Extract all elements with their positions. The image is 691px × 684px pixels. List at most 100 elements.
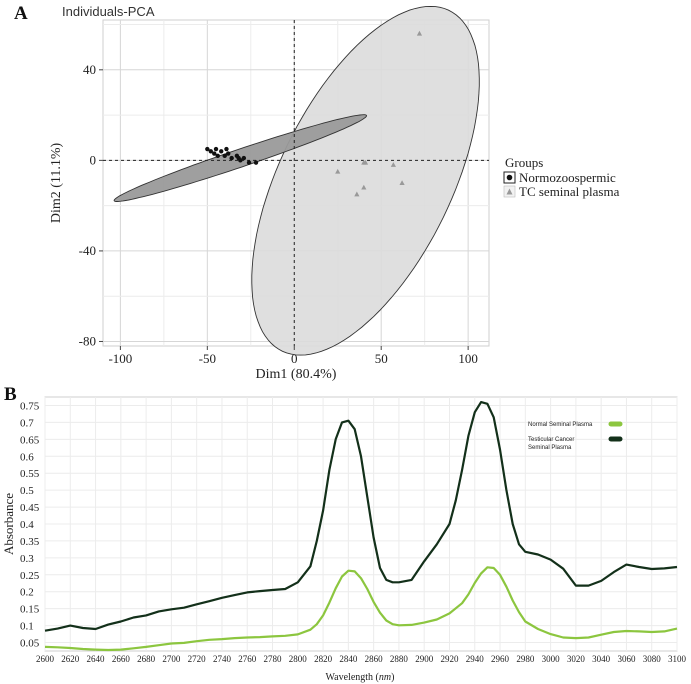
- spectra-x-axis-label: Wavelength (nm): [326, 672, 395, 683]
- spectra-x-tick-label: 2900: [415, 654, 434, 664]
- pca-x-axis-label: Dim1 (80.4%): [256, 367, 337, 382]
- pca-reference-lines: [103, 20, 489, 346]
- point-tc-seminal-plasma: [416, 30, 423, 36]
- spectra-y-tick-label: 0.55: [20, 468, 40, 480]
- spectra-tick-labels: 2600 2620 2640 2660 2680 2700 2720 2740 2760 2780…: [20, 400, 687, 664]
- point-normozoospermic: [238, 158, 243, 163]
- spectrum-normal-seminal-plasma: [44, 566, 678, 652]
- spectra-y-tick-label: 0.45: [20, 502, 40, 514]
- pca-legend-title: Groups: [505, 155, 543, 170]
- spectra-y-axis-label: Absorbance: [1, 493, 16, 555]
- spectra-x-tick-label: 2960: [491, 654, 510, 664]
- spectra-x-tick-label: 2660: [112, 654, 131, 664]
- point-tc-seminal-plasma: [390, 162, 396, 167]
- spectra-x-tick-label: 2740: [213, 654, 232, 664]
- spectra-x-tick-label: 3040: [592, 654, 611, 664]
- pca-x-tick-label: -100: [108, 351, 132, 366]
- legend-tc-label: TC seminal plasma: [519, 184, 620, 199]
- pca-y-tick-label: 0: [90, 152, 97, 167]
- spectra-y-tick-label: 0.05: [20, 638, 40, 650]
- spectra-x-tick-label: 2840: [339, 654, 358, 664]
- pca-x-tick-label: 50: [375, 351, 388, 366]
- spectra-x-tick-label: 2780: [264, 654, 283, 664]
- spectra-x-axis-title: Wavelength: [326, 672, 374, 683]
- point-tc-seminal-plasma: [399, 180, 405, 185]
- spectra-y-tick-label: 0.15: [20, 604, 40, 616]
- spectra-y-tick-label: 0.5: [20, 485, 34, 497]
- spectra-x-tick-label: 3020: [567, 654, 586, 664]
- spectra-x-tick-label: 2720: [188, 654, 207, 664]
- spectra-y-tick-label: 0.75: [20, 400, 40, 412]
- spectra-x-tick-label: 2640: [87, 654, 106, 664]
- legend-tc-spectra-line-1: Testicular Cancer: [528, 437, 574, 443]
- spectra-x-tick-label: 2700: [162, 654, 181, 664]
- point-normozoospermic: [212, 151, 217, 156]
- spectra-x-axis-unit: nm: [379, 672, 391, 683]
- panel-a-label: A: [14, 3, 28, 24]
- legend-normozoospermic-label: Normozoospermic: [519, 170, 616, 185]
- spectra-x-tick-label: 2620: [61, 654, 80, 664]
- point-normozoospermic: [219, 149, 224, 154]
- spectra-x-tick-label: 2860: [365, 654, 384, 664]
- spectra-y-tick-label: 0.6: [20, 451, 34, 463]
- ellipse-tc-seminal-plasma: [251, 5, 480, 356]
- spectra-x-tick-label: 2940: [466, 654, 485, 664]
- spectra-x-tick-label: 2680: [137, 654, 156, 664]
- spectra-y-tick-label: 0.35: [20, 536, 40, 548]
- panel-b-label: B: [4, 384, 17, 405]
- spectra-y-tick-label: 0.4: [20, 519, 34, 531]
- spectra-x-tick-label: 2760: [238, 654, 257, 664]
- spectra-x-tick-label: 3080: [643, 654, 662, 664]
- point-tc-seminal-plasma: [335, 168, 341, 174]
- point-normozoospermic: [253, 160, 259, 165]
- spectra-x-tick-label: 2600: [36, 654, 55, 664]
- pca-y-tick-label: 40: [83, 62, 96, 77]
- spectra-y-tick-label: 0.2: [20, 587, 34, 599]
- pca-title: Individuals-PCA: [62, 4, 155, 19]
- spectra-x-tick-label: 2920: [440, 654, 459, 664]
- spectra-y-tick-label: 0.65: [20, 434, 40, 446]
- point-normozoospermic: [213, 146, 219, 152]
- point-normozoospermic: [222, 153, 227, 159]
- spectra-y-tick-label: 0.3: [20, 553, 34, 565]
- spectra-y-tick-label: 0.25: [20, 570, 40, 582]
- point-tc-seminal-plasma: [354, 191, 360, 197]
- pca-points: [205, 30, 423, 197]
- point-tc-seminal-plasma: [362, 159, 369, 165]
- point-normozoospermic: [224, 146, 229, 152]
- pca-x-tick-label: -50: [199, 351, 216, 366]
- legend-tc-spectra-line-2: Seminal Plasma: [528, 445, 572, 451]
- pca-y-tick-label: -80: [79, 333, 96, 348]
- spectra-x-tick-label: 2820: [314, 654, 333, 664]
- pca-x-tick-label: 0: [291, 351, 298, 366]
- spectrum-testicular-cancer-seminal-plasma: [44, 401, 678, 632]
- point-normozoospermic: [225, 151, 231, 156]
- legend-circle-marker: [506, 174, 513, 181]
- spectra-legend: Normal Seminal Plasma Testicular Cancer …: [528, 421, 623, 451]
- pca-legend: Groups Normozoospermic TC seminal plasma: [503, 155, 620, 199]
- legend-tc-spectra-label: Testicular Cancer Seminal Plasma: [528, 437, 576, 451]
- spectra-x-tick-label: 2880: [390, 654, 409, 664]
- pca-x-tick-label: 100: [458, 351, 478, 366]
- legend-normal-label: Normal Seminal Plasma: [528, 422, 593, 428]
- spectra-y-tick-label: 0.7: [20, 417, 34, 429]
- spectra-grid: [44, 397, 678, 651]
- spectra-x-tick-label: 2980: [516, 654, 535, 664]
- point-normozoospermic: [215, 153, 220, 159]
- point-normozoospermic: [205, 146, 210, 152]
- spectra-x-tick-label: 2800: [289, 654, 308, 664]
- pca-tick-labels: -100 -50 0 50 100 -80 -40 0 40: [79, 62, 478, 366]
- point-tc-seminal-plasma: [361, 184, 367, 190]
- spectra-x-tick-label: 3000: [542, 654, 561, 664]
- point-normozoospermic: [241, 155, 247, 161]
- pca-y-tick-label: -40: [79, 243, 96, 258]
- spectra-y-tick-label: 0.1: [20, 621, 34, 633]
- legend-triangle-marker: [506, 188, 513, 195]
- pca-y-axis-label: Dim2 (11.1%): [49, 142, 64, 223]
- spectra-x-tick-label: 3100: [668, 654, 687, 664]
- spectra-lines: [44, 401, 678, 652]
- point-normozoospermic: [246, 160, 252, 165]
- point-normozoospermic: [208, 149, 214, 154]
- point-normozoospermic: [229, 155, 234, 161]
